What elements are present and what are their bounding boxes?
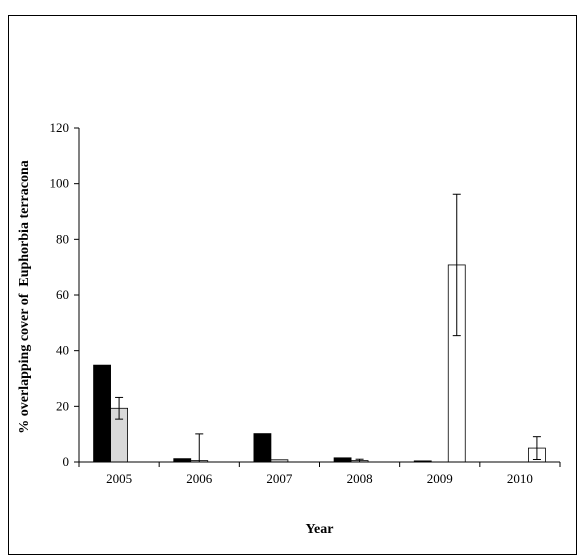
x-tick-label: 2008 — [347, 471, 373, 486]
x-tick-label: 2005 — [106, 471, 132, 486]
bar — [253, 433, 272, 463]
x-tick-label: 2009 — [427, 471, 453, 486]
x-tick-label: 2007 — [266, 471, 293, 486]
y-tick-label: 60 — [56, 287, 69, 302]
bar — [173, 458, 192, 463]
error-bars-layer — [115, 193, 541, 463]
y-tick-label: 100 — [50, 176, 70, 191]
x-tick-label: 2006 — [186, 471, 213, 486]
y-tick-label: 80 — [56, 231, 69, 246]
y-tick-label: 40 — [56, 343, 69, 358]
y-axis-title: % overlapping cover of Euphorbia terraco… — [17, 160, 32, 434]
x-ticks: 2005 2006 2007 2008 2009 2010 — [78, 462, 561, 486]
y-tick-label: 0 — [63, 454, 70, 469]
y-tick-label: 120 — [50, 120, 70, 135]
bars-layer — [93, 264, 546, 463]
y-ticks: 0 20 40 60 80 100 120 — [50, 120, 79, 469]
x-axis-title: Year — [306, 522, 334, 537]
bar — [333, 457, 352, 463]
x-tick-label: 2010 — [507, 471, 533, 486]
y-tick-label: 20 — [56, 398, 69, 413]
chart-frame — [8, 15, 577, 555]
bar — [93, 364, 111, 463]
